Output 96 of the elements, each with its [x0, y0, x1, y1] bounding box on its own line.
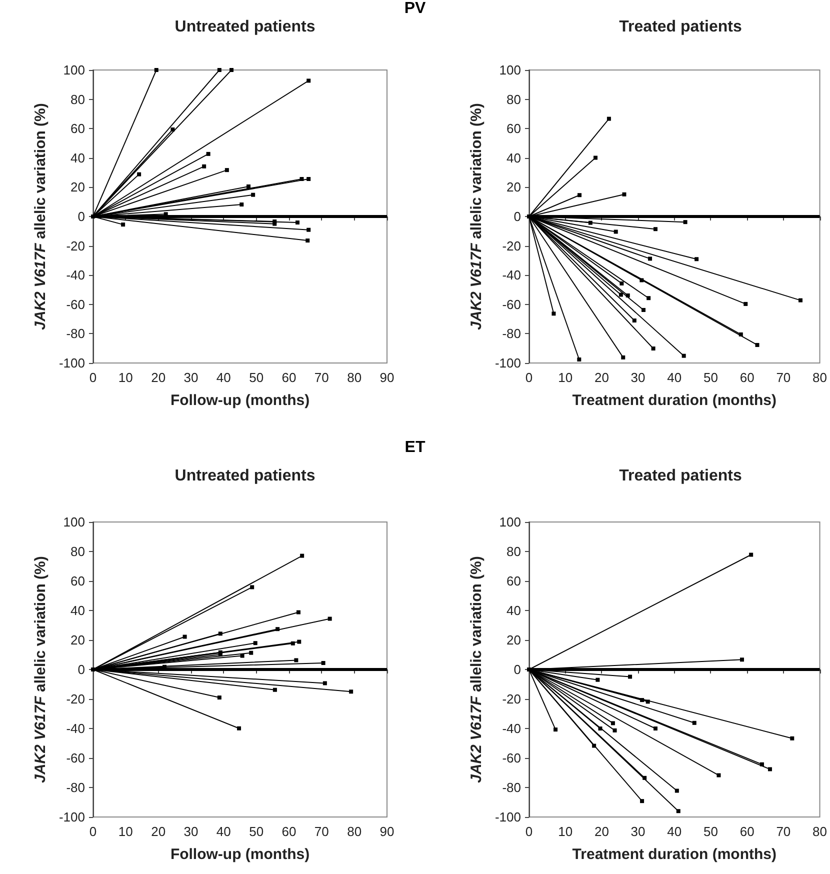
y-tick-label: -100: [58, 356, 85, 370]
x-tick-label: 50: [249, 824, 264, 839]
y-tick-label: 0: [78, 209, 85, 224]
y-tick-label: -100: [494, 810, 521, 824]
x-tick-label: 60: [282, 824, 296, 839]
y-tick-label: -60: [502, 750, 521, 766]
y-tick-label: 60: [70, 121, 85, 136]
y-tick-label: 40: [70, 150, 85, 166]
y-axis-title: JAK2 V617F allelic variation (%): [32, 103, 50, 330]
x-axis-title: Follow-up (months): [170, 392, 310, 409]
y-tick-label: 100: [499, 514, 521, 530]
y-tick-label: -60: [66, 296, 85, 312]
x-tick-label: 10: [558, 370, 573, 385]
x-tick-label: 0: [525, 824, 533, 839]
y-tick-label: 80: [70, 92, 85, 107]
x-tick-label: 90: [380, 824, 394, 839]
x-tick-label: 20: [151, 824, 166, 839]
x-tick-label: 70: [776, 824, 791, 839]
y-tick-label: 40: [70, 603, 85, 618]
y-axis-title: JAK2 V617F allelic variation (%): [468, 103, 486, 330]
x-tick-label: 60: [740, 824, 754, 839]
x-axis-title: Treatment duration (months): [572, 392, 776, 409]
y-tick-label: 40: [506, 603, 521, 618]
y-tick-label: -80: [66, 326, 85, 342]
x-tick-label: 10: [118, 824, 133, 839]
text: ET: [404, 439, 426, 457]
x-tick-label: 70: [776, 370, 791, 385]
x-tick-label: 0: [525, 370, 533, 385]
x-tick-label: 80: [347, 370, 362, 385]
y-tick-label: -60: [502, 296, 521, 312]
y-tick-label: 60: [506, 574, 521, 588]
x-tick-label: 50: [249, 370, 264, 385]
x-tick-label: 90: [380, 370, 394, 385]
y-axis-title: JAK2 V617F allelic variation (%): [468, 556, 486, 783]
y-tick-label: -40: [66, 721, 85, 736]
y-tick-label: -20: [502, 692, 521, 706]
chart-title: Untreated patients: [174, 18, 316, 36]
x-tick-label: 80: [812, 370, 828, 385]
y-axis-title: JAK2 V617F allelic variation (%): [32, 556, 50, 783]
x-tick-label: 30: [630, 824, 646, 839]
x-tick-label: 60: [282, 370, 296, 385]
x-tick-label: 40: [667, 370, 682, 385]
y-tick-label: 20: [70, 632, 85, 648]
y-tick-label: 100: [63, 62, 85, 78]
y-tick-label: 60: [506, 121, 521, 136]
x-tick-label: 70: [314, 824, 329, 839]
y-tick-label: -20: [502, 238, 521, 254]
y-tick-label: -60: [66, 750, 85, 766]
y-tick-label: -100: [58, 810, 85, 824]
y-tick-label: -40: [66, 268, 85, 283]
x-tick-label: 30: [630, 370, 646, 385]
y-tick-label: -40: [502, 721, 521, 736]
x-tick-label: 50: [703, 370, 718, 385]
y-tick-label: -40: [502, 268, 521, 283]
chart-title: Treated patients: [619, 18, 742, 36]
chart-title: Treated patients: [619, 468, 742, 484]
x-tick-label: 0: [89, 370, 97, 385]
y-tick-label: -80: [502, 326, 521, 342]
x-tick-label: 30: [184, 824, 198, 839]
y-tick-label: 20: [506, 180, 521, 195]
text: PV: [403, 0, 427, 18]
y-tick-label: -80: [66, 780, 85, 795]
chart-title: Untreated patients: [174, 468, 316, 484]
x-tick-label: 80: [347, 824, 362, 839]
y-tick-label: -20: [66, 692, 85, 706]
y-tick-label: -20: [66, 238, 85, 254]
y-tick-label: -80: [502, 780, 521, 795]
x-tick-label: 10: [558, 824, 573, 839]
y-tick-label: 100: [63, 514, 85, 530]
y-tick-label: 80: [506, 92, 521, 107]
y-tick-label: 0: [514, 662, 521, 677]
x-tick-label: 0: [89, 824, 97, 839]
x-tick-label: 20: [151, 370, 166, 385]
x-tick-label: 20: [594, 824, 609, 839]
x-axis-title: Follow-up (months): [170, 846, 310, 863]
y-tick-label: 0: [514, 209, 521, 224]
y-tick-label: 60: [70, 574, 85, 588]
x-tick-label: 80: [812, 824, 828, 839]
x-tick-label: 70: [314, 370, 329, 385]
y-tick-label: 80: [70, 544, 85, 559]
y-tick-label: 20: [506, 632, 521, 648]
x-tick-label: 50: [703, 824, 718, 839]
x-tick-label: 10: [118, 370, 133, 385]
x-tick-label: 40: [216, 370, 231, 385]
x-tick-label: 40: [667, 824, 682, 839]
y-tick-label: -100: [494, 356, 521, 370]
x-tick-label: 60: [740, 370, 754, 385]
y-tick-label: 20: [70, 180, 85, 195]
y-tick-label: 80: [506, 544, 521, 559]
y-tick-label: 0: [78, 662, 85, 677]
x-tick-label: 40: [216, 824, 231, 839]
x-axis-title: Treatment duration (months): [572, 846, 776, 863]
y-tick-label: 100: [499, 62, 521, 78]
x-tick-label: 30: [184, 370, 198, 385]
x-tick-label: 20: [594, 370, 609, 385]
y-tick-label: 40: [506, 150, 521, 166]
